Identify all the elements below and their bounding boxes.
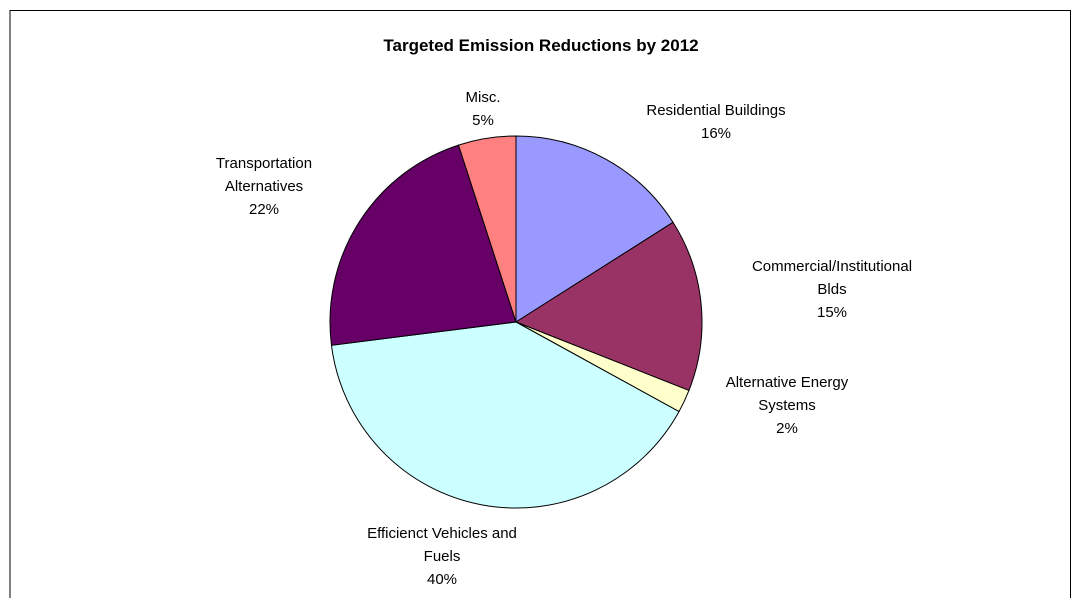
chart-area-border bbox=[9, 10, 1071, 598]
slice-percent: 15% bbox=[817, 304, 847, 321]
slice-label-line: Alternatives bbox=[225, 178, 303, 195]
slice-label-line: Commercial/Institutional bbox=[752, 258, 912, 275]
slice-label-efficienct-vehicles-and-fuels: Efficienct Vehicles and Fuels 40% bbox=[367, 525, 517, 588]
slice-label-transportation-alternatives: Transportation Alternatives 22% bbox=[216, 155, 312, 218]
pie-slice-misc bbox=[457, 135, 517, 323]
slice-label-line: Efficienct Vehicles and bbox=[367, 525, 517, 542]
slice-label-commercial-institutional-blds: Commercial/Institutional Blds 15% bbox=[752, 258, 912, 321]
slice-label-line: Fuels bbox=[424, 548, 461, 565]
slice-label-line: Misc. bbox=[466, 89, 501, 106]
chart-title: Targeted Emission Reductions by 2012 bbox=[383, 36, 698, 55]
slice-label-line: Transportation bbox=[216, 155, 312, 172]
slice-label-line: Blds bbox=[817, 281, 846, 298]
slice-labels: Residential Buildings 16% Commercial/Insti… bbox=[216, 89, 912, 588]
slice-label-line: Residential Buildings bbox=[646, 102, 785, 119]
slice-label-line: Systems bbox=[758, 397, 816, 414]
slice-label-line: Alternative Energy bbox=[726, 374, 849, 391]
slice-percent: 5% bbox=[472, 112, 494, 129]
slice-percent: 16% bbox=[701, 125, 731, 142]
pie-slice-commercial-institutional-blds bbox=[514, 221, 703, 392]
pie-slice-transportation-alternatives bbox=[329, 144, 517, 346]
pie-slice-efficienct-vehicles-and-fuels bbox=[330, 321, 680, 509]
slice-label-misc: Misc. 5% bbox=[466, 89, 501, 129]
slice-label-alternative-energy-systems: Alternative Energy Systems 2% bbox=[726, 374, 849, 437]
pie-slices bbox=[329, 135, 703, 509]
pie-slice-residential-buildings bbox=[515, 135, 674, 323]
slice-percent: 2% bbox=[776, 420, 798, 437]
slice-percent: 40% bbox=[427, 571, 457, 588]
slice-label-residential-buildings: Residential Buildings 16% bbox=[646, 102, 785, 142]
slice-percent: 22% bbox=[249, 201, 279, 218]
